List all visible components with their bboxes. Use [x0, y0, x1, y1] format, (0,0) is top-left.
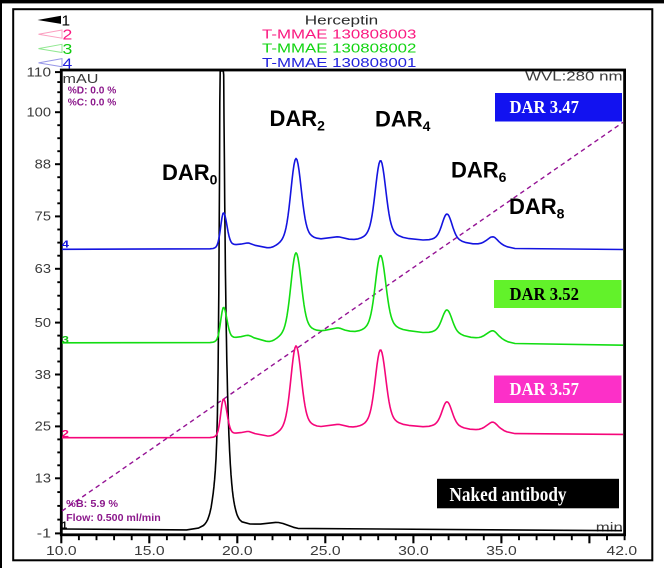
svg-text:10.0: 10.0 — [46, 543, 77, 558]
svg-text:DAR8: DAR8 — [509, 194, 565, 222]
svg-text:3: 3 — [63, 41, 73, 58]
svg-text:1: 1 — [62, 12, 71, 29]
svg-text:DAR2: DAR2 — [270, 106, 326, 134]
svg-text:100: 100 — [27, 105, 52, 120]
svg-text:2: 2 — [62, 429, 70, 440]
svg-text:mAU: mAU — [63, 71, 99, 86]
svg-text:13: 13 — [35, 471, 51, 486]
svg-text:Herceptin: Herceptin — [305, 12, 378, 27]
svg-text:15.0: 15.0 — [134, 543, 165, 558]
svg-text:min: min — [596, 519, 623, 534]
svg-text:Naked antibody: Naked antibody — [450, 485, 567, 506]
svg-text:25.0: 25.0 — [310, 543, 341, 558]
svg-text:DAR4: DAR4 — [375, 107, 431, 135]
svg-text:DAR0: DAR0 — [162, 160, 218, 188]
svg-text:DAR 3.52: DAR 3.52 — [510, 284, 579, 304]
svg-text:T-MMAE 130808002: T-MMAE 130808002 — [262, 41, 416, 56]
svg-text:4: 4 — [62, 240, 70, 251]
svg-text:30.0: 30.0 — [398, 543, 429, 558]
svg-text:1: 1 — [62, 520, 68, 531]
svg-text:3: 3 — [62, 335, 70, 346]
svg-text:WVL:280 nm: WVL:280 nm — [525, 69, 622, 84]
svg-text:2: 2 — [63, 27, 73, 44]
svg-text:%B: 5.9 %: %B: 5.9 % — [66, 498, 119, 510]
svg-text:DAR 3.57: DAR 3.57 — [510, 379, 580, 399]
svg-text:75: 75 — [35, 209, 51, 224]
svg-text:88: 88 — [35, 157, 51, 172]
svg-text:25: 25 — [35, 419, 51, 434]
svg-text:T-MMAE 130808001: T-MMAE 130808001 — [262, 55, 416, 70]
svg-text:38: 38 — [35, 367, 51, 382]
svg-text:Flow: 0.500 ml/min: Flow: 0.500 ml/min — [66, 512, 160, 524]
svg-text:%D: 0.0 %: %D: 0.0 % — [68, 85, 117, 97]
svg-text:50: 50 — [35, 315, 51, 330]
svg-text:DAR 3.47: DAR 3.47 — [510, 97, 580, 117]
svg-text:42.0: 42.0 — [607, 543, 638, 558]
svg-text:-1: -1 — [37, 526, 51, 541]
svg-text:110: 110 — [27, 64, 52, 79]
svg-text:20.0: 20.0 — [222, 543, 253, 558]
svg-text:35.0: 35.0 — [486, 543, 517, 558]
svg-text:%C: 0.0 %: %C: 0.0 % — [68, 96, 117, 108]
svg-text:63: 63 — [35, 261, 51, 276]
svg-text:DAR6: DAR6 — [451, 157, 507, 185]
svg-text:T-MMAE 130808003: T-MMAE 130808003 — [262, 26, 416, 41]
svg-text:4: 4 — [63, 55, 73, 72]
